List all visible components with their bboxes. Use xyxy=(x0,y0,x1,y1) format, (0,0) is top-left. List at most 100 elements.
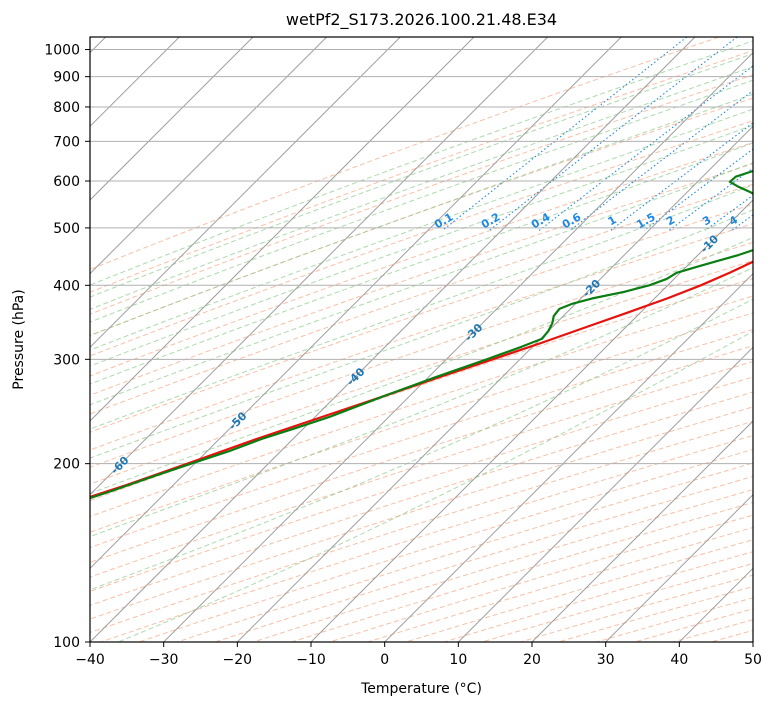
moist-adiabat-line xyxy=(90,93,753,337)
x-tick-label: 30 xyxy=(597,652,615,668)
mixing-ratio-line xyxy=(643,148,753,231)
dry-adiabat-line xyxy=(90,420,753,634)
y-tick-label: 1000 xyxy=(44,43,80,59)
plot-area: 0.10.20.40.611.52346810131620253036-100-… xyxy=(0,35,775,642)
dry-adiabat-line xyxy=(366,526,753,642)
dry-adiabat-line xyxy=(90,120,753,357)
isotherm-line xyxy=(90,37,623,570)
moist-adiabat-line xyxy=(90,79,753,323)
dry-adiabat-line xyxy=(90,328,753,549)
isotherm-line xyxy=(236,125,753,642)
isotherm-line xyxy=(90,37,328,275)
x-tick-label: 20 xyxy=(523,652,541,668)
isotherm-line xyxy=(162,51,753,642)
dry-adiabat-line xyxy=(90,97,753,336)
isotherm-label: -70 xyxy=(0,498,14,521)
moist-adiabat-line xyxy=(118,330,753,642)
y-axis-ticks: 100 200 300 400 500 600 700 800 900 1000 xyxy=(44,43,90,651)
mixing-ratio-line xyxy=(668,167,753,231)
dry-adiabat-line xyxy=(90,142,753,377)
mixing-ratio-line xyxy=(538,65,753,231)
y-tick-label: 700 xyxy=(53,134,80,150)
y-tick-label: 800 xyxy=(53,100,80,116)
moist-adiabat-line xyxy=(90,40,753,286)
dry-adiabats xyxy=(90,37,753,642)
x-tick-label: −10 xyxy=(296,652,326,668)
mixing-ratio-line xyxy=(569,90,753,231)
moist-adiabat-line xyxy=(90,53,753,298)
y-axis-label: Pressure (hPa) xyxy=(11,289,27,389)
y-tick-label: 300 xyxy=(53,352,80,368)
mixing-ratio-line xyxy=(442,37,688,231)
isotherm-line xyxy=(90,37,402,349)
isotherm-line xyxy=(310,199,753,642)
moist-adiabat-line xyxy=(90,142,753,385)
mixing-ratio-lines xyxy=(442,35,775,231)
y-tick-label: 500 xyxy=(53,221,80,237)
dewpoint-line xyxy=(90,169,753,500)
isotherm-line xyxy=(90,37,475,422)
dry-adiabat-line xyxy=(327,514,753,642)
plot-frame xyxy=(89,36,754,643)
dry-adiabat-line xyxy=(251,489,753,642)
moist-adiabat-line xyxy=(90,184,753,430)
x-tick-label: 50 xyxy=(744,652,762,668)
x-tick-label: −40 xyxy=(75,652,105,668)
dry-adiabat-line xyxy=(90,278,753,502)
x-tick-label: 0 xyxy=(380,652,389,668)
isotherm-line xyxy=(90,37,549,496)
dry-adiabat-line xyxy=(289,501,753,642)
moist-adiabat-line xyxy=(90,298,753,591)
mixing-ratio-line xyxy=(610,122,753,231)
moist-adiabat-line xyxy=(90,66,753,310)
isotherm-line xyxy=(457,346,753,642)
dry-adiabat-line xyxy=(90,312,753,533)
y-tick-label: 900 xyxy=(53,70,80,86)
isopleth-labels: 0.10.20.40.611.52346810131620253036-100-… xyxy=(0,210,775,521)
x-tick-label: 10 xyxy=(449,652,467,668)
dry-adiabat-line xyxy=(137,448,753,642)
x-tick-label: 40 xyxy=(670,652,688,668)
dry-adiabat-line xyxy=(213,475,753,642)
isotherm-line xyxy=(90,37,254,201)
dry-adiabat-line xyxy=(90,74,753,315)
isotherm-line xyxy=(90,37,181,128)
isotherm-line xyxy=(383,272,753,642)
mixing-ratio-line xyxy=(771,35,775,231)
dry-adiabat-line xyxy=(90,223,753,451)
x-axis-ticks: −40 −30 −20 −10 0 10 20 30 40 50 xyxy=(75,642,762,668)
x-tick-label: −30 xyxy=(149,652,179,668)
moist-adiabats xyxy=(90,40,753,642)
isotherm-line xyxy=(90,37,696,642)
dry-adiabat-line xyxy=(90,260,753,485)
dry-adiabat-line xyxy=(404,539,753,642)
dry-adiabat-line xyxy=(175,462,753,642)
moist-adiabat-line xyxy=(90,236,753,494)
isotherm-line xyxy=(604,493,753,642)
y-tick-label: 100 xyxy=(53,635,80,651)
dry-adiabat-line xyxy=(90,241,753,468)
isotherm-label: -30 xyxy=(462,321,485,344)
chart-title: wetPf2_S173.2026.100.21.48.E34 xyxy=(286,10,557,30)
isotherm-line xyxy=(531,420,753,642)
y-tick-label: 400 xyxy=(53,278,80,294)
pressure-gridlines xyxy=(90,49,753,642)
y-tick-label: 600 xyxy=(53,174,80,190)
moist-adiabat-line xyxy=(90,124,753,367)
mixing-ratio-label: 2 xyxy=(664,213,677,228)
dry-adiabat-line xyxy=(90,345,753,563)
profile-series xyxy=(90,169,753,500)
x-axis-label: Temperature (°C) xyxy=(360,681,482,697)
dry-adiabat-line xyxy=(442,551,753,642)
isotherms xyxy=(90,37,753,642)
dry-adiabat-line xyxy=(90,163,753,396)
dry-adiabat-line xyxy=(90,183,753,415)
dry-adiabat-line xyxy=(556,585,753,642)
mixing-ratio-line xyxy=(488,37,738,231)
moist-adiabat-line xyxy=(90,162,753,406)
mixing-ratio-label: 6 xyxy=(766,213,775,228)
mixing-ratio-line xyxy=(704,194,753,231)
mixing-ratio-label: 1 xyxy=(606,213,619,228)
dry-adiabat-line xyxy=(594,597,753,642)
